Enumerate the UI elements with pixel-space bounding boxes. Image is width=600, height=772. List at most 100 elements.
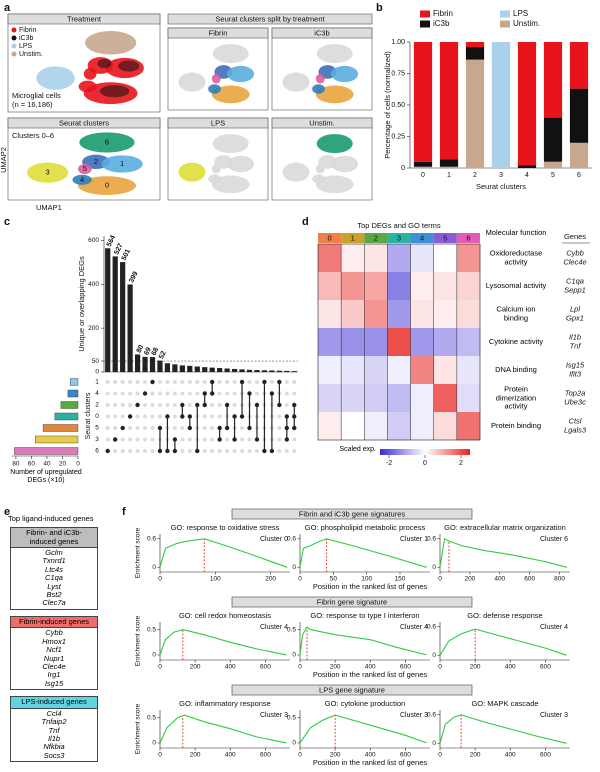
plot-annotation: Cluster 4 xyxy=(260,624,288,631)
data-label: 527 xyxy=(113,242,124,256)
gene: Gclm xyxy=(45,548,63,557)
column-header xyxy=(456,233,480,243)
matrix-dot xyxy=(262,448,267,454)
bar xyxy=(239,369,245,372)
umap-cells xyxy=(208,84,221,94)
bar xyxy=(54,412,79,421)
matrix-dot-empty xyxy=(247,380,252,384)
umap-cells xyxy=(316,134,353,154)
bar xyxy=(149,357,156,372)
matrix-dot-empty xyxy=(128,437,133,442)
gene: Tnfaip2 xyxy=(41,717,67,727)
plot-title: GO: phospholipid metabolic process xyxy=(305,523,426,532)
gene-label: Top2a xyxy=(565,388,586,397)
enrichment-curve xyxy=(299,626,427,656)
matrix-dot-empty xyxy=(269,380,274,384)
plot-annotation: Cluster 3 xyxy=(400,712,428,719)
matrix-dot-empty xyxy=(247,449,252,453)
bar xyxy=(172,364,178,372)
matrix-dot xyxy=(277,402,282,408)
cluster-tag: 1 xyxy=(120,159,124,168)
y-tick-label: 0.6 xyxy=(427,535,436,542)
matrix-dot-empty xyxy=(195,391,200,396)
matrix-dot-empty xyxy=(254,391,259,396)
matrix-dot-empty xyxy=(187,391,192,396)
legend-label: Unstim. xyxy=(513,19,540,28)
matrix-dot-empty xyxy=(113,391,118,396)
x-axis-label: Position in the ranked list of genes xyxy=(313,582,427,591)
x-tick-label: 200 xyxy=(470,752,481,759)
legend-label: Unstim. xyxy=(19,51,43,58)
matrix-dot-empty xyxy=(254,449,259,453)
bar xyxy=(194,366,200,372)
heat-cell xyxy=(410,412,435,441)
matrix-dot xyxy=(202,402,207,408)
plot-annotation: Cluster 0 xyxy=(260,536,288,543)
matrix-dot-empty xyxy=(225,449,230,453)
matrix-dot xyxy=(209,391,215,396)
gene: Nfkbia xyxy=(43,742,65,752)
colorbar-label: Scaled exp. xyxy=(339,446,376,453)
matrix-dot xyxy=(217,425,222,431)
section-header xyxy=(231,684,473,696)
matrix-dot-empty xyxy=(128,449,133,453)
header: Genes xyxy=(564,232,586,241)
heat-cell xyxy=(341,412,365,441)
legend-label: LPS xyxy=(513,9,528,18)
matrix-dot-empty xyxy=(202,437,207,442)
matrix-dot-empty xyxy=(105,437,110,442)
umap-cells xyxy=(211,164,221,174)
bar-segment xyxy=(465,47,485,60)
gene-label: Ifit3 xyxy=(569,369,582,378)
matrix-dot-empty xyxy=(232,403,237,407)
heat-cell xyxy=(456,356,481,385)
matrix-dot xyxy=(187,414,193,419)
matrix-dot xyxy=(172,448,178,454)
x-tick-label: 400 xyxy=(365,752,376,759)
matrix-dot-empty xyxy=(187,403,192,407)
matrix-dot-empty xyxy=(180,380,185,384)
x-tick-label: 0 xyxy=(298,664,302,671)
split-panel-title: Fibrin xyxy=(209,28,228,37)
column-label: 3 xyxy=(397,233,401,242)
gene-label: Sepp1 xyxy=(564,285,586,294)
matrix-dot-empty xyxy=(143,414,148,419)
bar-segment xyxy=(413,161,433,167)
legend-label: LPS xyxy=(19,43,33,50)
matrix-dot-empty xyxy=(292,449,297,453)
gene-box: Fibrin-induced genes Cybb Hmox1 Ncf1 Nupr1 Cl… xyxy=(10,615,98,691)
umap-cells xyxy=(99,85,130,98)
y-tick-label: 2 xyxy=(95,402,99,409)
matrix-dot-empty xyxy=(105,414,110,419)
function-label: Cytokine activity xyxy=(488,336,544,346)
matrix-dot-empty xyxy=(113,449,118,453)
bar xyxy=(217,368,223,372)
heat-cell xyxy=(433,356,458,385)
bar-segment xyxy=(543,161,563,168)
matrix-dot-empty xyxy=(232,449,237,453)
legend-label: Fibrin xyxy=(19,27,37,34)
x-tick-label: 0 xyxy=(158,576,162,583)
matrix-dot-empty xyxy=(143,449,148,453)
matrix-dot-empty xyxy=(135,380,140,384)
bar-segment xyxy=(465,59,485,168)
umap-cells xyxy=(78,80,97,93)
gene: Bst2 xyxy=(46,590,62,600)
function-label: Oxidoreductase activity xyxy=(489,248,543,266)
matrix-dot-empty xyxy=(120,414,125,419)
matrix-dot-empty xyxy=(217,403,222,407)
function-label: Lysosomal activity xyxy=(485,280,547,290)
matrix-dot-empty xyxy=(284,380,289,384)
x-tick-label: 100 xyxy=(210,576,221,583)
matrix-dot-empty xyxy=(157,391,162,396)
umap-cells xyxy=(227,155,255,173)
heat-cell xyxy=(387,244,411,273)
legend-swatch xyxy=(420,20,430,28)
y-tick-label: 0 xyxy=(152,652,156,659)
gene-label: C1qa xyxy=(566,276,584,285)
matrix-dot-empty xyxy=(165,380,170,384)
heat-cell xyxy=(387,328,411,357)
matrix-dot-empty xyxy=(240,449,245,453)
matrix-dot-empty xyxy=(135,437,140,442)
x-tick-label: 800 xyxy=(554,576,565,583)
